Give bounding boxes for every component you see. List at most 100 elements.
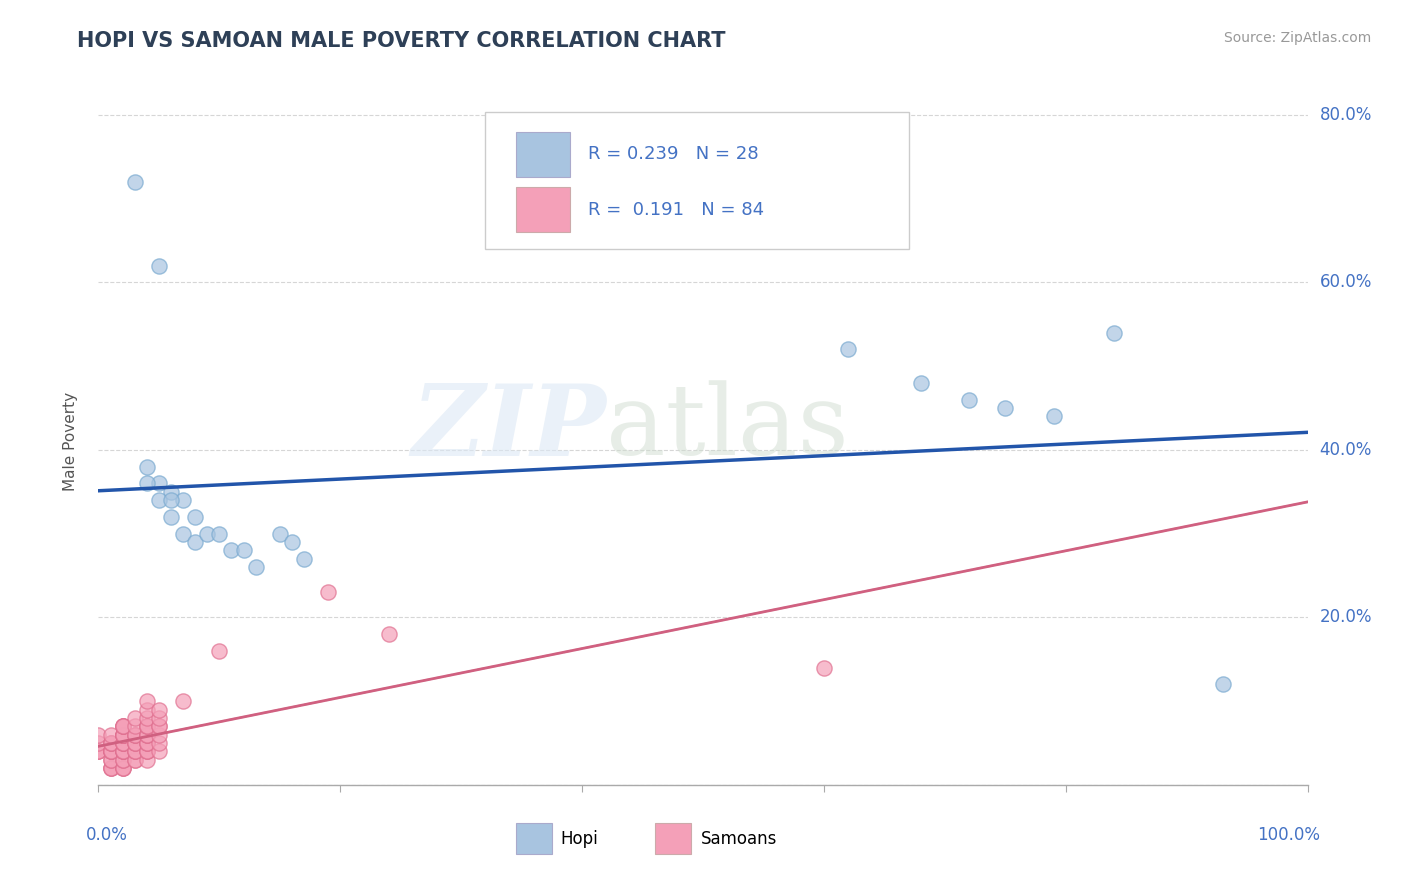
Point [316, 585, 339, 599]
Point [172, 694, 194, 708]
Point [100, 736, 122, 750]
Text: 40.0%: 40.0% [1320, 441, 1372, 458]
Point [111, 728, 134, 742]
Point [195, 526, 218, 541]
Point [221, 543, 243, 558]
Point [245, 560, 267, 574]
Point [148, 702, 170, 716]
FancyBboxPatch shape [655, 822, 690, 854]
Point [124, 736, 146, 750]
Point [813, 661, 835, 675]
Point [994, 401, 1017, 415]
Point [124, 711, 146, 725]
Point [111, 728, 134, 742]
Point [135, 736, 157, 750]
Point [172, 526, 194, 541]
Point [124, 736, 146, 750]
Point [160, 510, 183, 524]
Point [184, 510, 207, 524]
Point [111, 719, 134, 733]
Point [111, 744, 134, 758]
Point [135, 728, 157, 742]
Point [148, 728, 170, 742]
Point [111, 753, 134, 767]
Point [111, 736, 134, 750]
FancyBboxPatch shape [516, 132, 569, 178]
Point [100, 753, 122, 767]
Text: Source: ZipAtlas.com: Source: ZipAtlas.com [1223, 31, 1371, 45]
Point [135, 736, 157, 750]
Point [124, 719, 146, 733]
Point [135, 711, 157, 725]
Point [111, 761, 134, 775]
Point [208, 644, 231, 658]
Point [124, 753, 146, 767]
Point [100, 744, 122, 758]
Point [111, 728, 134, 742]
Point [910, 376, 932, 390]
Point [124, 744, 146, 758]
Point [124, 736, 146, 750]
Point [135, 728, 157, 742]
Point [100, 744, 122, 758]
Point [135, 744, 157, 758]
Text: Hopi: Hopi [561, 830, 598, 847]
Text: 100.0%: 100.0% [1257, 826, 1320, 844]
FancyBboxPatch shape [485, 112, 908, 249]
Text: atlas: atlas [606, 380, 849, 475]
Point [87, 744, 110, 758]
Point [957, 392, 980, 407]
Point [100, 744, 122, 758]
Point [172, 493, 194, 508]
Point [135, 753, 157, 767]
Point [111, 736, 134, 750]
Point [124, 744, 146, 758]
Point [124, 728, 146, 742]
Point [111, 744, 134, 758]
Point [111, 761, 134, 775]
Point [135, 736, 157, 750]
Point [1042, 409, 1064, 424]
Point [87, 744, 110, 758]
Point [160, 493, 183, 508]
Point [100, 744, 122, 758]
Point [111, 761, 134, 775]
Point [184, 535, 207, 549]
Point [100, 728, 122, 742]
Point [148, 711, 170, 725]
FancyBboxPatch shape [516, 187, 569, 232]
Point [135, 719, 157, 733]
Point [148, 493, 170, 508]
Point [208, 526, 231, 541]
Point [135, 694, 157, 708]
Point [100, 761, 122, 775]
Point [111, 719, 134, 733]
Point [148, 736, 170, 750]
Text: R =  0.191   N = 84: R = 0.191 N = 84 [588, 201, 765, 219]
Point [135, 744, 157, 758]
Point [100, 761, 122, 775]
Point [111, 744, 134, 758]
Y-axis label: Male Poverty: Male Poverty [63, 392, 77, 491]
Point [1212, 677, 1234, 691]
Point [281, 535, 304, 549]
Point [111, 728, 134, 742]
Point [124, 744, 146, 758]
Point [837, 343, 859, 357]
Text: 0.0%: 0.0% [86, 826, 128, 844]
Point [100, 753, 122, 767]
Point [111, 744, 134, 758]
Point [292, 551, 315, 566]
Point [135, 719, 157, 733]
Point [100, 744, 122, 758]
Point [135, 744, 157, 758]
Text: ZIP: ZIP [412, 380, 606, 476]
Text: Samoans: Samoans [700, 830, 778, 847]
Point [111, 719, 134, 733]
Point [148, 476, 170, 491]
Text: 60.0%: 60.0% [1320, 273, 1372, 292]
Point [87, 736, 110, 750]
Text: HOPI VS SAMOAN MALE POVERTY CORRELATION CHART: HOPI VS SAMOAN MALE POVERTY CORRELATION … [77, 31, 725, 51]
Text: 20.0%: 20.0% [1320, 608, 1372, 626]
Point [111, 728, 134, 742]
